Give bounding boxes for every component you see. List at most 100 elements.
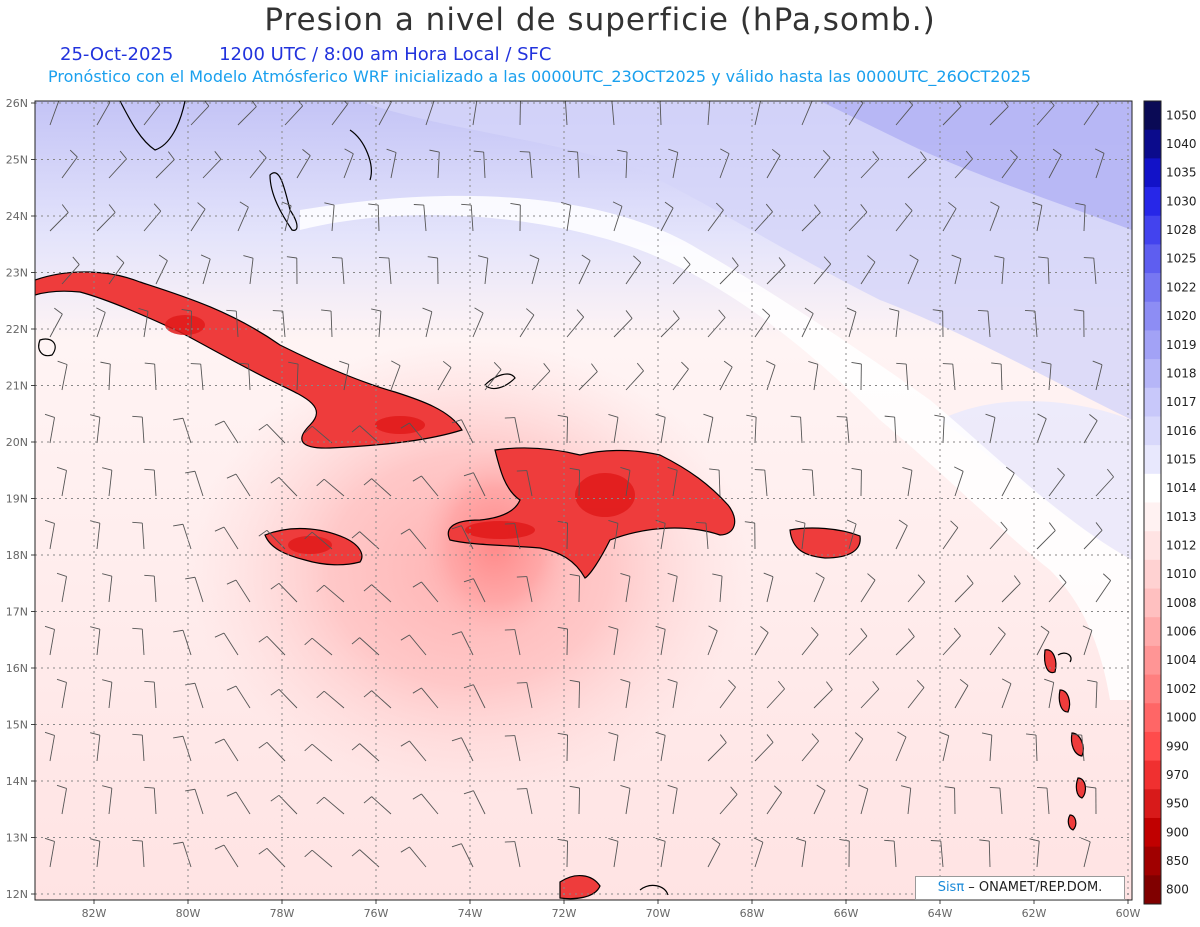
- wind-barb-flag: [412, 475, 422, 482]
- wind-barb-flag: [956, 101, 962, 107]
- wind-barb-flag: [985, 413, 996, 418]
- wind-barb-shaft: [223, 844, 239, 868]
- wind-barb-shaft: [378, 101, 392, 126]
- wind-barb-flag: [953, 627, 961, 637]
- wind-barb-flag: [608, 731, 619, 736]
- wind-barb-flag: [351, 531, 360, 539]
- wind-barb-flag: [324, 202, 335, 206]
- wind-barb-shaft: [1001, 258, 1005, 285]
- wind-barb-shaft: [96, 417, 101, 444]
- wind-barb-shaft: [461, 525, 474, 550]
- wind-barb-shaft: [860, 261, 876, 285]
- wind-barb-flag: [1026, 733, 1037, 736]
- wind-barb-shaft: [766, 576, 774, 603]
- wind-barb-flag: [516, 576, 527, 578]
- wind-barb-flag: [1102, 573, 1111, 581]
- colorbar-swatch: [1144, 502, 1161, 532]
- colorbar-swatch: [1144, 215, 1161, 245]
- wind-barb-flag: [1037, 413, 1047, 420]
- wind-barb-flag: [270, 688, 280, 696]
- wind-barb-flag: [185, 788, 196, 792]
- wind-barb-flag: [851, 361, 862, 365]
- wind-barb-shaft: [860, 688, 880, 709]
- wind-barb-shaft: [202, 158, 222, 179]
- wind-barb-flag: [132, 521, 143, 524]
- wind-barb-flag: [44, 625, 55, 630]
- wind-barb-flag: [1003, 101, 1009, 107]
- wind-barb-flag: [243, 255, 254, 259]
- wind-barb-flag: [451, 737, 462, 742]
- colorbar-label: 1004: [1166, 653, 1197, 667]
- wind-barb-shaft: [202, 258, 211, 285]
- wind-barb-shaft: [143, 104, 161, 126]
- wind-barb-shaft: [907, 788, 912, 815]
- colorbar-swatch: [1144, 301, 1161, 331]
- wind-barb-flag: [526, 308, 535, 316]
- colorbar-swatch: [1144, 559, 1161, 590]
- wind-barb-flag: [529, 254, 540, 260]
- wind-barb-flag: [902, 466, 913, 471]
- colorbar-label: 1020: [1166, 309, 1197, 323]
- lat-label: 26N: [6, 97, 28, 110]
- wind-barb-shaft: [529, 152, 533, 179]
- wind-barb-flag: [633, 255, 642, 263]
- martinique-island: [1058, 689, 1071, 713]
- wind-barb-shaft: [141, 735, 145, 762]
- wind-barb-shaft: [719, 153, 730, 179]
- wind-barb-shaft: [1083, 205, 1086, 232]
- wind-barb-shaft: [1083, 530, 1103, 550]
- wind-barb-flag: [695, 521, 706, 524]
- colorbar-swatch: [1144, 158, 1161, 188]
- wind-barb-flag: [259, 150, 267, 159]
- wind-barb-flag: [997, 626, 1006, 635]
- wind-barb-flag: [836, 416, 847, 418]
- wind-barb-flag: [777, 680, 785, 690]
- wind-barb-shaft: [813, 689, 833, 709]
- wind-barb-flag: [557, 414, 568, 418]
- wind-barb-flag: [889, 308, 900, 312]
- wind-barb-flag: [981, 732, 992, 736]
- wind-barb-flag: [711, 837, 721, 845]
- wind-barb-shaft: [266, 741, 286, 762]
- wind-barb-shaft: [473, 472, 486, 497]
- wind-barb-flag: [744, 521, 755, 524]
- wind-barb-flag: [378, 257, 389, 259]
- wind-barb-shaft: [461, 737, 474, 762]
- wind-barb-flag: [683, 256, 691, 265]
- wind-barb-shaft: [660, 523, 666, 550]
- wind-barb-shaft: [954, 583, 974, 603]
- wind-barb-shaft: [425, 101, 435, 126]
- wind-barb-flag: [422, 307, 433, 313]
- high-pressure-core: [820, 101, 1132, 230]
- wind-barb-shaft: [472, 101, 478, 126]
- wind-barb-flag: [867, 255, 876, 263]
- colorbar-label: 1013: [1166, 510, 1197, 524]
- wind-barb-shaft: [1083, 841, 1091, 868]
- wind-barb-shaft: [707, 843, 721, 868]
- wind-barb-shaft: [409, 422, 427, 444]
- colorbar-label: 1022: [1166, 280, 1197, 294]
- wind-barb-flag: [681, 361, 689, 370]
- wind-barb-flag: [720, 148, 730, 155]
- lat-label: 23N: [6, 267, 28, 280]
- wind-barb-shaft: [989, 106, 1009, 126]
- lat-lon-grid: [31, 101, 1132, 904]
- wind-barb-shaft: [954, 258, 962, 285]
- wind-barb-shaft: [182, 842, 192, 868]
- wind-barb-flag: [331, 256, 343, 259]
- wind-barb-flag: [451, 419, 462, 424]
- wind-barb-shaft: [153, 576, 157, 603]
- colorbar-swatch: [1144, 645, 1161, 676]
- wind-barb-shaft: [660, 318, 680, 338]
- wind-barb-shaft: [343, 153, 354, 179]
- wind-barb-shaft: [473, 578, 486, 603]
- wind-barb-flag: [54, 307, 63, 315]
- wind-barb-flag: [617, 149, 628, 153]
- lon-label: 60W: [1116, 907, 1141, 920]
- wind-barb-flag: [811, 101, 813, 102]
- wind-barb-flag: [281, 201, 292, 207]
- wind-barb-flag: [478, 255, 488, 259]
- wind-barb-flag: [258, 635, 268, 643]
- lon-label: 66W: [834, 907, 859, 920]
- wind-barb-shaft: [249, 157, 267, 179]
